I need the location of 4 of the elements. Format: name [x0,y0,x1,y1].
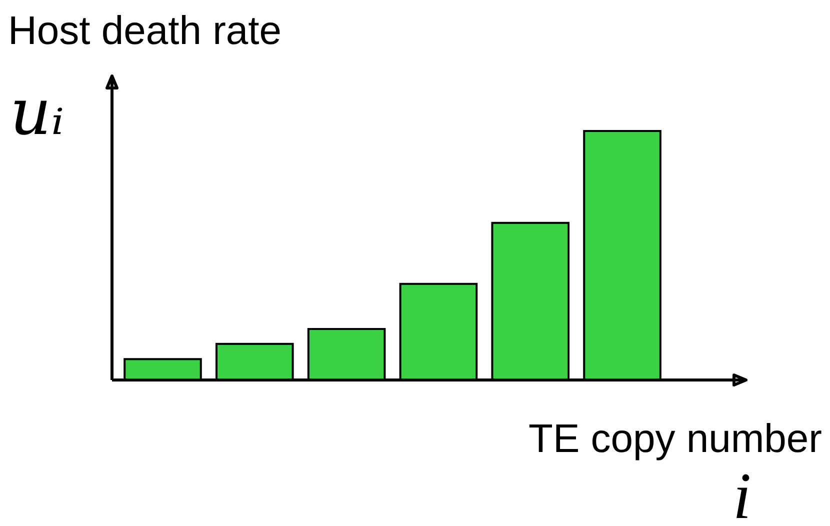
chart-title: Host death rate [8,9,282,53]
text: i [732,460,752,526]
y-axis-title: uᵢ [10,76,64,150]
x-axis-title: TE copy number [528,417,822,461]
